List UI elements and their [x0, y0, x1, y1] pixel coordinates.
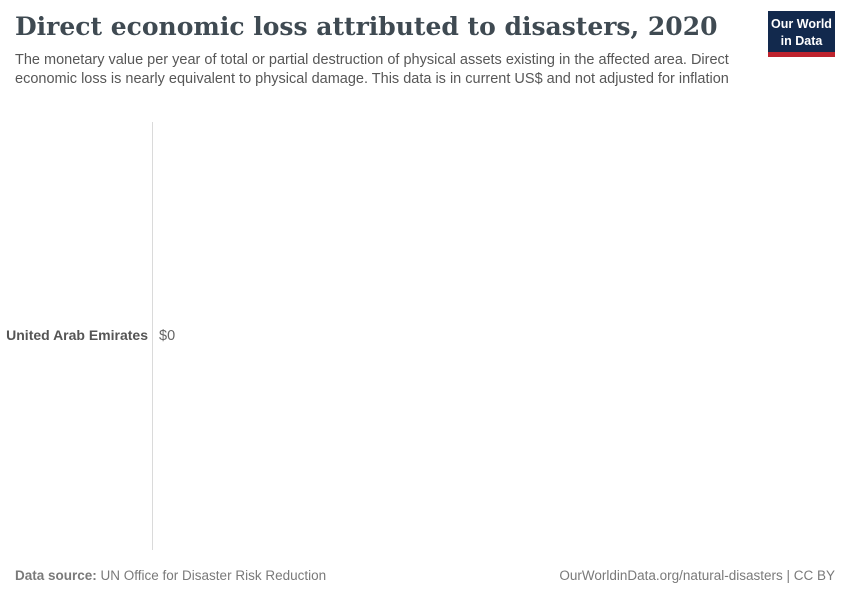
owid-logo-line2: in Data [780, 33, 823, 48]
chart-subtitle: The monetary value per year of total or … [15, 52, 729, 87]
license-link[interactable]: OurWorldinData.org/natural-disasters | C… [559, 568, 835, 583]
page-title: Direct economic loss attributed to disas… [15, 12, 718, 41]
plot-area: United Arab Emirates $0 [0, 122, 850, 550]
owid-logo[interactable]: Our World in Data [768, 11, 835, 57]
data-source-label: Data source: [15, 568, 97, 583]
data-source: Data source: UN Office for Disaster Risk… [15, 568, 326, 583]
owid-logo-line1: Our World [771, 17, 832, 31]
chart-footer: Data source: UN Office for Disaster Risk… [15, 568, 835, 583]
data-source-value: UN Office for Disaster Risk Reduction [96, 568, 327, 583]
bar-row[interactable]: United Arab Emirates $0 [0, 327, 850, 344]
value-label: $0 [159, 328, 176, 344]
entity-label: United Arab Emirates [6, 327, 148, 343]
y-axis-line [152, 122, 153, 550]
